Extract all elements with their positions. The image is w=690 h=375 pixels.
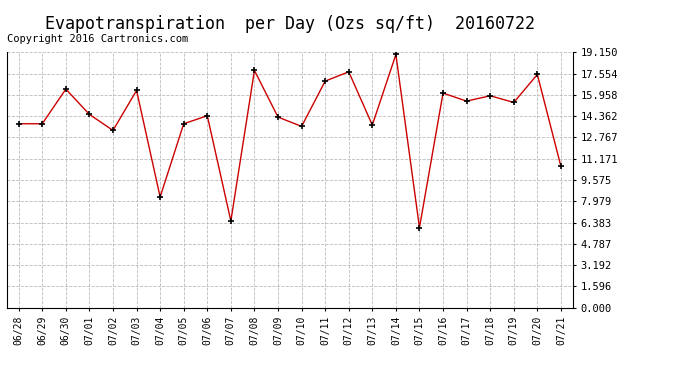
Text: ET  (0z/sq  ft): ET (0z/sq ft) [519,38,613,48]
Text: Evapotranspiration  per Day (Ozs sq/ft)  20160722: Evapotranspiration per Day (Ozs sq/ft) 2… [45,15,535,33]
Text: Copyright 2016 Cartronics.com: Copyright 2016 Cartronics.com [7,34,188,44]
